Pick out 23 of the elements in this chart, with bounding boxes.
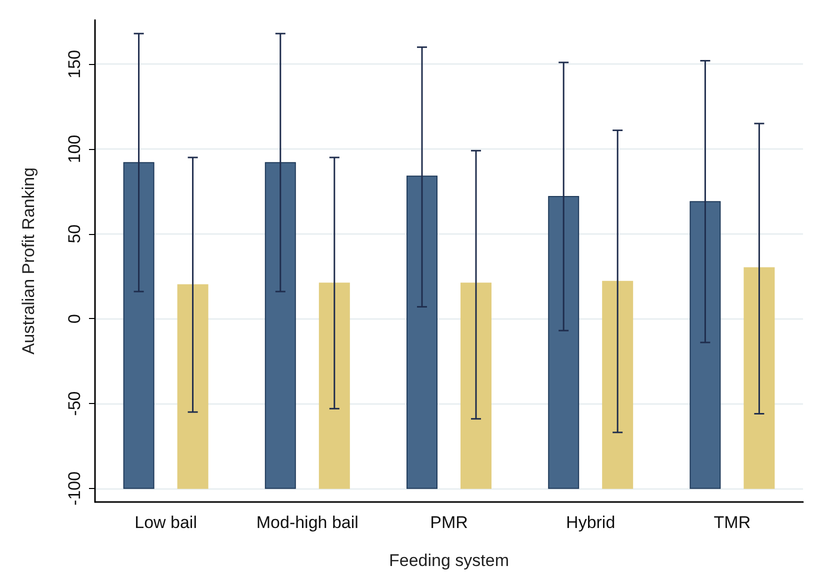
y-axis-title: Australian Profit Ranking [19,167,38,355]
bar [548,196,580,489]
x-tick-label: PMR [430,513,468,532]
bar [406,176,438,489]
y-tick-label: -50 [65,391,84,416]
x-tick-label: Hybrid [566,513,616,532]
bar [460,282,492,489]
bar [690,201,721,489]
x-axis-title: Feeding system [389,551,509,570]
y-tick-label: 50 [65,224,84,244]
y-tick-label: -100 [65,471,84,506]
x-tick-label: Mod-high bail [256,513,358,532]
bar [123,162,154,489]
bar [744,267,775,489]
y-tick-label: 150 [65,50,84,78]
x-tick-label: TMR [714,513,751,532]
y-tick-label: 100 [65,134,84,164]
bar [177,284,208,489]
bar [602,280,634,489]
x-tick-label: Low bail [134,513,197,532]
bar [264,162,296,489]
bar [318,282,350,489]
y-tick-label: 0 [65,314,84,324]
